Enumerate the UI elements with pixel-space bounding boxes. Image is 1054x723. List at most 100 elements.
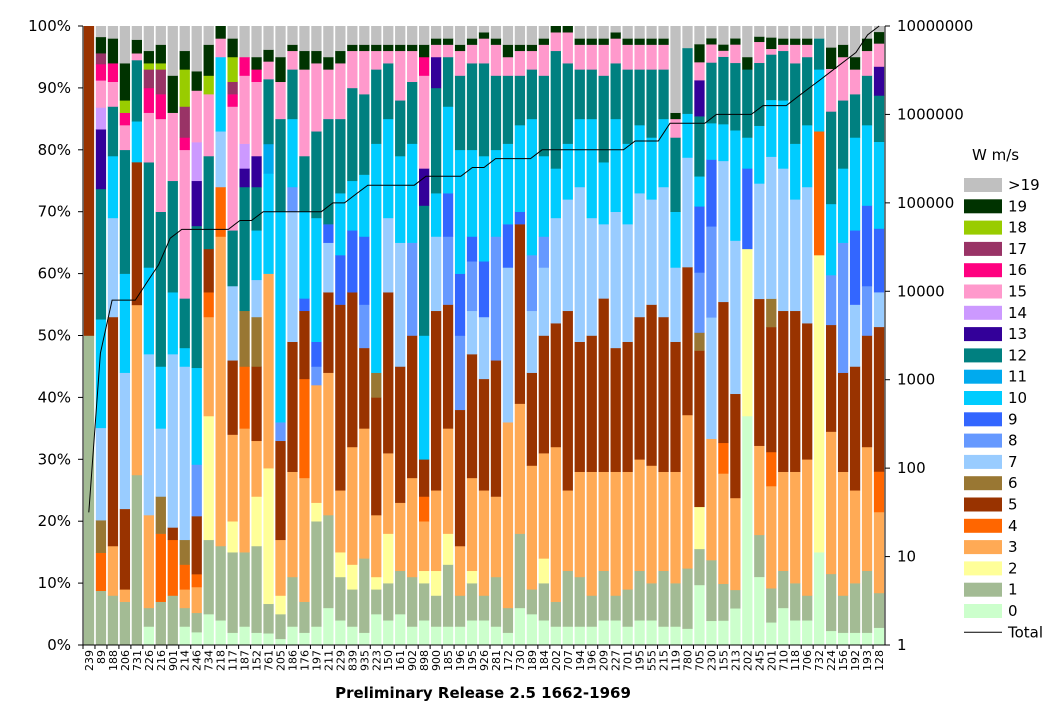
bar-segment-gt19 [766, 26, 777, 38]
bar-segment-gt19 [706, 26, 717, 39]
bar-segment-9 [849, 230, 861, 305]
bar-segment-5 [790, 310, 801, 472]
bar-segment-5 [861, 335, 873, 448]
x-tick-label: 195 [634, 650, 647, 671]
bar-segment-7 [586, 217, 597, 336]
bar-segment-12 [706, 62, 717, 124]
bar-segment-3 [239, 428, 250, 553]
bar-segment-12 [323, 118, 334, 225]
legend-swatch [964, 369, 1002, 384]
bar-segment-19 [454, 44, 466, 52]
x-tick-label: 901 [167, 650, 180, 671]
bar-segment-12 [754, 62, 765, 126]
x-tick-label: 128 [873, 650, 886, 671]
bar-segment-gt19 [419, 26, 430, 45]
bar-segment-0 [861, 632, 873, 646]
bar-segment-3 [359, 428, 370, 559]
bar-segment-0 [526, 614, 538, 646]
bar-segment-10 [466, 149, 478, 237]
bar-segment-gt19 [347, 26, 358, 45]
bar-segment-gt19 [646, 26, 657, 39]
bar-segment-1 [514, 533, 526, 609]
bar-segment-1 [454, 595, 466, 627]
bar-segment-0 [574, 626, 585, 646]
bar-segment-3 [658, 471, 669, 572]
bar-segment-3 [802, 459, 813, 596]
bar-segment-1 [634, 570, 645, 621]
bar-segment-12 [287, 69, 298, 120]
bar-segment-19 [323, 56, 334, 70]
bar-segment-15 [419, 75, 430, 169]
bar-segment-0 [311, 626, 322, 646]
x-tick-label: 701 [622, 650, 635, 671]
bar-segment-7 [754, 183, 765, 300]
bar-segment-gt19 [754, 26, 765, 37]
bar-segment-10 [754, 125, 765, 184]
bar-segment-7 [562, 199, 573, 312]
bar-segment-1 [383, 583, 394, 621]
bar-segment-3 [454, 545, 466, 596]
bar-segment-3 [395, 502, 406, 572]
x-tick-label: 205 [275, 650, 288, 671]
bar-segment-19 [574, 38, 585, 45]
bar-segment-12 [155, 211, 166, 367]
legend-swatch [964, 241, 1002, 256]
y-left-tick-label: 60% [38, 265, 71, 283]
bar-segment-7 [95, 427, 107, 521]
bar-segment-16 [419, 56, 430, 76]
bar-segment-3 [203, 316, 214, 417]
bar-segment-gt19 [778, 26, 789, 39]
bar-segment-19 [167, 75, 178, 113]
bar-segment-7 [143, 354, 154, 516]
bar-segment-19 [861, 38, 873, 52]
bar-segment-3 [143, 515, 154, 609]
bar-segment-1 [167, 595, 178, 646]
bar-segment-3 [490, 496, 502, 578]
bar-segment-12 [861, 75, 873, 126]
bar-segment-2 [814, 255, 825, 553]
bar-segment-3 [466, 477, 478, 572]
bar-segment-10 [251, 230, 262, 281]
bar-segment-10 [730, 130, 741, 241]
legend-swatch [964, 454, 1002, 469]
bar-segment-3 [754, 445, 765, 536]
legend-label: 10 [1008, 389, 1027, 407]
bar-segment-10 [814, 69, 825, 132]
bar-segment-12 [646, 69, 657, 138]
bar-segment-5 [766, 326, 777, 453]
bar-segment-16 [95, 64, 107, 81]
bar-segment-7 [622, 224, 633, 342]
bar-segment-0 [814, 552, 825, 646]
bar-segment-0 [143, 626, 154, 646]
legend-swatch [964, 476, 1002, 491]
bar-segment-18 [143, 63, 154, 70]
bar-segment-3 [790, 471, 801, 584]
bar-segment-9 [442, 193, 454, 237]
bar-segment-18 [179, 69, 190, 107]
bar-segment-5 [730, 393, 741, 499]
bar-segment-15 [383, 50, 394, 64]
bar-segment-8 [359, 304, 370, 349]
bar-segment-2 [251, 496, 262, 547]
bar-segment-5 [395, 366, 406, 503]
bar-segment-4 [191, 574, 202, 588]
bar-segment-5 [191, 516, 202, 575]
legend-swatch [964, 220, 1002, 235]
bar-segment-3 [131, 304, 143, 476]
bar-segment-0 [706, 620, 717, 646]
bar-segment-7 [873, 292, 885, 328]
bar-segment-19 [706, 38, 717, 45]
bar-segment-15 [658, 44, 669, 70]
bar-segment-0 [730, 608, 741, 646]
y-left-tick-label: 0% [47, 636, 71, 654]
bar-segment-15 [454, 50, 466, 76]
bar-segment-1 [215, 545, 226, 621]
x-tick-label: 900 [430, 650, 443, 671]
bar-segment-0 [514, 607, 526, 646]
bar-segment-7 [227, 285, 238, 361]
bar-segment-15 [514, 50, 526, 76]
x-tick-label: 209 [598, 650, 611, 671]
bar-segment-19 [191, 71, 202, 91]
bar-segment-10 [407, 143, 418, 243]
bar-segment-0 [287, 626, 298, 646]
